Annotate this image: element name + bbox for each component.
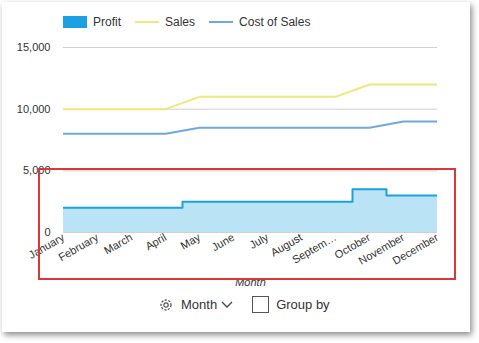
svg-text:0: 0 (44, 226, 51, 238)
svg-text:June: June (210, 231, 237, 253)
svg-text:July: July (247, 231, 270, 251)
svg-text:May: May (178, 231, 202, 252)
svg-text:10,000: 10,000 (17, 103, 51, 115)
svg-text:5,000: 5,000 (23, 164, 51, 176)
html-text:Profit: Profit (93, 15, 121, 29)
html-text:Month: Month (181, 297, 218, 312)
svg-text:October: October (332, 230, 373, 261)
svg-text:15,000: 15,000 (17, 41, 51, 53)
svg-text:December: December (390, 231, 440, 267)
svg-text:January: January (26, 230, 67, 261)
svg-text:April: April (143, 231, 168, 252)
html-text:Sales: Sales (165, 15, 195, 29)
html-text:Group by: Group by (276, 297, 330, 312)
html-text:Month: Month (235, 276, 266, 288)
svg-text:November: November (356, 230, 407, 267)
html-text:Cost of Sales: Cost of Sales (239, 15, 311, 29)
svg-text:August: August (268, 230, 305, 259)
svg-text:February: February (56, 231, 101, 264)
svg-text:Septem…: Septem… (290, 231, 338, 266)
svg-text:March: March (102, 231, 134, 257)
